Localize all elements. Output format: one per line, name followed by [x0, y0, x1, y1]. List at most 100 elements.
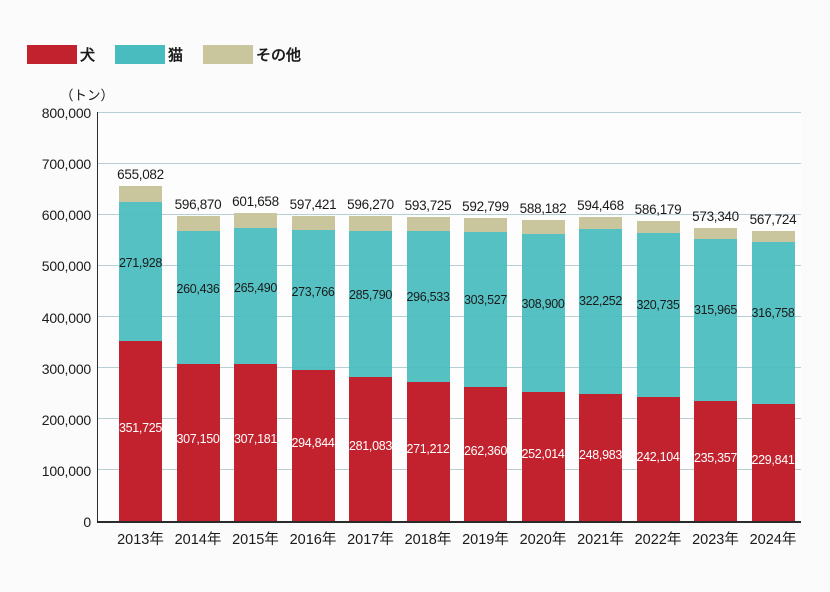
cat-value-label: 271,928: [118, 256, 163, 271]
bar-segment-cat: [751, 241, 795, 404]
x-tick-label-2017年: 2017年: [347, 532, 394, 548]
dog-value-label: 307,150: [176, 432, 220, 447]
bar-group-2016年: 597,421 273,766 294,844: [290, 197, 337, 521]
bar-segment-other: [406, 217, 450, 231]
cat-value-label: 303,527: [463, 292, 508, 307]
x-tick-label-2022年: 2022年: [634, 532, 682, 548]
gridline-300000: [98, 367, 801, 369]
cat-value-label: 320,735: [636, 298, 680, 313]
dog-value-label: 281,083: [348, 439, 393, 454]
gridline-500000: [98, 264, 801, 266]
cat-value-label: 273,766: [291, 284, 335, 299]
total-value-label: 601,658: [232, 194, 279, 210]
bar-group-2023年: 573,340 315,965 235,357: [692, 209, 739, 521]
cat-value-label: 315,965: [693, 303, 738, 318]
bar-group-2022年: 586,179 320,735 242,104: [635, 202, 682, 521]
total-value-label: 567,724: [749, 211, 797, 227]
bar-segment-other: [291, 215, 335, 231]
cat-value-label: 308,900: [521, 296, 565, 311]
dog-value-label: 242,104: [636, 449, 680, 464]
dog-value-label: 271,212: [406, 441, 450, 456]
bar-group-2020年: 588,182 308,900 252,014: [520, 201, 567, 521]
y-tick-label: 300,000: [41, 360, 91, 377]
bar-segment-other: [119, 186, 162, 203]
bar-segment-dog: [579, 393, 622, 521]
bar-segment-dog: [464, 386, 507, 521]
total-value-label: 593,725: [404, 198, 452, 214]
bar-segment-dog: [521, 392, 565, 521]
bar-group-2015年: 601,658 265,490 307,181: [232, 194, 279, 521]
cat-value-label: 316,758: [751, 305, 795, 320]
total-value-label: 596,870: [174, 196, 222, 212]
dog-value-label: 351,725: [118, 420, 163, 435]
gridline-700000: [98, 162, 801, 164]
total-value-label: 655,082: [117, 167, 164, 183]
dog-value-label: 229,841: [751, 452, 795, 467]
bar-segment-other: [464, 217, 507, 232]
bar-segment-other: [694, 227, 737, 240]
x-tick-label-2013年: 2013年: [117, 532, 164, 548]
gridline-100000: [98, 469, 801, 471]
legend-item-0: 犬: [27, 44, 95, 65]
bar-segment-other: [176, 215, 220, 231]
dog-value-label: 294,844: [291, 435, 335, 450]
bar-segment-other: [349, 216, 392, 232]
bar-group-2013年: 655,082 271,928 351,725: [117, 167, 164, 521]
y-tick-label: 700,000: [41, 156, 91, 173]
y-axis-tick-labels: 0 100,000 200,000 300,000 400,000 500,000 600,…: [0, 105, 91, 530]
y-tick-label: 200,000: [41, 411, 91, 428]
total-value-label: 597,421: [289, 196, 337, 212]
x-tick-label-2019年: 2019年: [462, 532, 509, 548]
bar-group-2021年: 594,468 322,252 248,983: [577, 198, 624, 521]
y-tick-label: 400,000: [41, 309, 91, 326]
gridline-800000: [98, 111, 801, 113]
bar-group-2014年: 596,870 260,436 307,150: [175, 197, 222, 521]
y-axis-unit-label: （トン）: [60, 88, 114, 103]
bar-segment-dog: [234, 363, 277, 521]
bar-segment-other: [636, 221, 680, 234]
legend-label: その他: [256, 47, 302, 64]
bar-segment-cat: [349, 231, 392, 378]
total-value-label: 592,799: [462, 198, 509, 214]
x-tick-label-2018年: 2018年: [404, 532, 452, 548]
legend-swatch: [115, 45, 166, 64]
plot-area: 655,082 271,928 351,725 596,870 260,436 307,1…: [98, 111, 801, 521]
bar-segment-cat: [521, 234, 565, 393]
legend-swatch: [203, 45, 254, 64]
bar-segment-dog: [349, 377, 392, 521]
bar-segment-cat: [406, 230, 450, 383]
legend-label: 犬: [80, 47, 96, 64]
x-tick-label-2014年: 2014年: [174, 532, 222, 548]
legend-item-1: 猫: [115, 44, 183, 65]
bar-group-2017年: 596,270 285,790 281,083: [347, 197, 394, 521]
x-tick-label-2021年: 2021年: [577, 532, 624, 548]
cat-value-label: 260,436: [176, 282, 220, 297]
cat-value-label: 285,790: [348, 288, 393, 303]
legend-swatch: [27, 45, 77, 64]
x-tick-label-2023年: 2023年: [692, 532, 739, 548]
bar-segment-other: [579, 217, 622, 229]
x-tick-label-2024年: 2024年: [749, 532, 797, 548]
total-value-label: 588,182: [519, 201, 567, 217]
cat-value-label: 296,533: [406, 290, 450, 305]
bar-segment-dog: [751, 403, 795, 521]
bar-segment-cat: [119, 202, 162, 342]
bar-segment-dog: [694, 400, 737, 521]
total-value-label: 573,340: [692, 208, 739, 224]
y-tick-label: 100,000: [41, 462, 91, 479]
bar-segment-cat: [694, 239, 737, 401]
bar-segment-cat: [636, 233, 680, 398]
legend-item-2: その他: [203, 44, 301, 65]
bar-segment-dog: [176, 363, 220, 521]
y-tick-label: 800,000: [41, 105, 91, 121]
y-axis-line: [97, 112, 99, 523]
dog-value-label: 307,181: [233, 432, 278, 447]
bar-segment-cat: [234, 228, 277, 364]
x-tick-label-2015年: 2015年: [232, 532, 279, 548]
gridline-600000: [98, 213, 801, 215]
gridline-200000: [98, 418, 801, 420]
bar-segment-dog: [291, 370, 335, 521]
dog-value-label: 262,360: [463, 444, 508, 459]
bar-group-2018年: 593,725 296,533 271,212: [405, 198, 452, 521]
